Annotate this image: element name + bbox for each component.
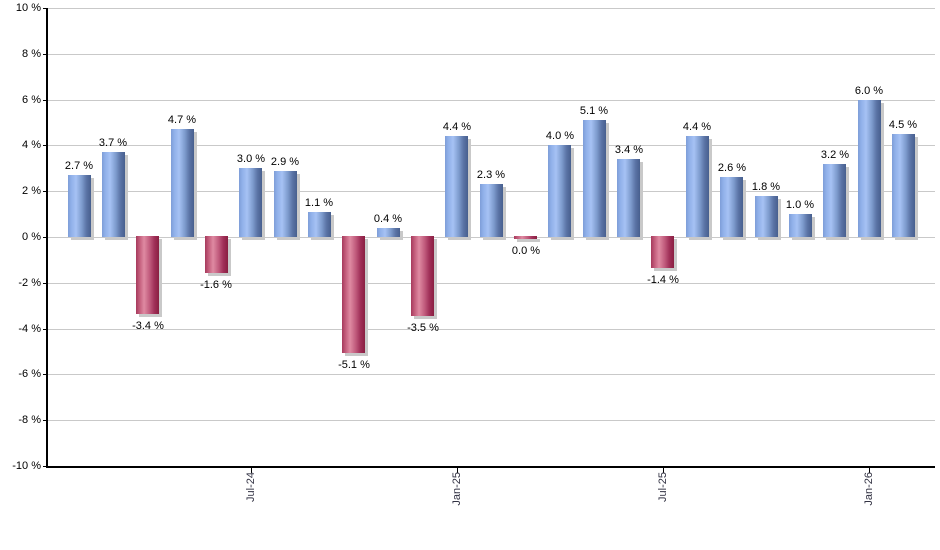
bar-value-label: 6.0 % <box>854 85 884 97</box>
y-axis-tick <box>43 420 48 421</box>
bar-Jul-24 <box>239 168 262 237</box>
bar-value-label: 3.0 % <box>236 153 266 165</box>
bar-Aug-24 <box>274 171 297 237</box>
bar-Dec-24 <box>411 236 434 316</box>
y-axis-tick <box>43 237 48 238</box>
x-axis-tick-label: Jan-26 <box>863 472 875 506</box>
bar-Jul-25 <box>651 236 674 268</box>
bar-Aug-25 <box>686 136 709 237</box>
y-axis-tick-label: 6 % <box>22 94 41 106</box>
bar-value-label: 0.4 % <box>373 213 403 225</box>
y-axis-tick-label: 4 % <box>22 139 41 151</box>
y-axis-tick <box>43 466 48 467</box>
bar-value-label: -1.4 % <box>647 274 679 286</box>
bar-Feb-24 <box>68 175 91 237</box>
gridline <box>48 54 935 55</box>
y-axis-tick <box>43 8 48 9</box>
y-axis-tick <box>43 145 48 146</box>
x-axis-tick <box>663 468 664 473</box>
bar-Jan-26 <box>858 100 881 237</box>
gridline <box>48 329 935 330</box>
gridline <box>48 8 935 9</box>
bar-value-label: 5.1 % <box>579 105 609 117</box>
bar-Sep-24 <box>308 212 331 237</box>
y-axis-tick <box>43 191 48 192</box>
y-axis-tick-label: -4 % <box>18 323 41 335</box>
bar-value-label: -1.6 % <box>200 279 232 291</box>
bar-Oct-24 <box>342 236 365 353</box>
y-axis-tick-label: 2 % <box>22 185 41 197</box>
bar-value-label: -3.4 % <box>132 320 164 332</box>
bar-Feb-26 <box>892 134 915 237</box>
bar-Nov-24 <box>377 228 400 237</box>
bar-value-label: 1.1 % <box>304 197 334 209</box>
bar-Jun-25 <box>617 159 640 237</box>
y-axis-line <box>46 8 48 468</box>
x-axis-tick <box>457 468 458 473</box>
bar-value-label: 2.9 % <box>270 156 300 168</box>
y-axis-tick <box>43 374 48 375</box>
gridline <box>48 283 935 284</box>
bar-value-label: -5.1 % <box>338 359 370 371</box>
bar-value-label: 4.5 % <box>888 119 918 131</box>
y-axis-tick <box>43 283 48 284</box>
y-axis-tick-label: -10 % <box>12 460 41 472</box>
bar-value-label: 1.0 % <box>785 199 815 211</box>
bar-Apr-24 <box>136 236 159 314</box>
y-axis-tick <box>43 100 48 101</box>
bar-Mar-25 <box>514 236 537 239</box>
bar-Mar-24 <box>102 152 125 237</box>
bar-value-label: 3.4 % <box>614 144 644 156</box>
bar-value-label: 3.2 % <box>820 149 850 161</box>
bar-value-label: 4.0 % <box>545 130 575 142</box>
bar-Jan-25 <box>445 136 468 237</box>
bar-Apr-25 <box>548 145 571 237</box>
x-axis-tick-label: Jul-25 <box>657 472 669 502</box>
bar-Dec-25 <box>823 164 846 237</box>
bar-value-label: -3.5 % <box>407 322 439 334</box>
bar-value-label: 4.4 % <box>442 121 472 133</box>
y-axis-tick-label: -2 % <box>18 277 41 289</box>
bar-value-label: 4.4 % <box>682 121 712 133</box>
bar-value-label: 0.0 % <box>511 245 541 257</box>
gridline <box>48 237 935 238</box>
bar-Feb-25 <box>480 184 503 237</box>
bar-value-label: 2.6 % <box>717 162 747 174</box>
gridline <box>48 145 935 146</box>
y-axis-tick-label: 0 % <box>22 231 41 243</box>
gridline <box>48 420 935 421</box>
x-axis-tick-label: Jan-25 <box>451 472 463 506</box>
gridline <box>48 374 935 375</box>
x-axis-tick-label: Jul-24 <box>245 472 257 502</box>
y-axis-tick-label: 8 % <box>22 48 41 60</box>
bar-value-label: 2.7 % <box>64 160 94 172</box>
y-axis-tick-label: -8 % <box>18 414 41 426</box>
y-axis-tick <box>43 54 48 55</box>
bar-value-label: 4.7 % <box>167 114 197 126</box>
bar-Nov-25 <box>789 214 812 237</box>
bar-value-label: 2.3 % <box>476 169 506 181</box>
y-axis-tick-label: 10 % <box>15 2 41 14</box>
bar-Sep-25 <box>720 177 743 237</box>
bar-Jun-24 <box>205 236 228 273</box>
bar-May-25 <box>583 120 606 237</box>
bar-May-24 <box>171 129 194 237</box>
y-axis-tick <box>43 329 48 330</box>
x-axis-line <box>46 466 935 468</box>
bar-Oct-25 <box>755 196 778 237</box>
x-axis-tick <box>251 468 252 473</box>
bar-value-label: 1.8 % <box>751 181 781 193</box>
x-axis-tick <box>869 468 870 473</box>
bar-value-label: 3.7 % <box>98 137 128 149</box>
gridline <box>48 100 935 101</box>
y-axis-tick-label: -6 % <box>18 368 41 380</box>
